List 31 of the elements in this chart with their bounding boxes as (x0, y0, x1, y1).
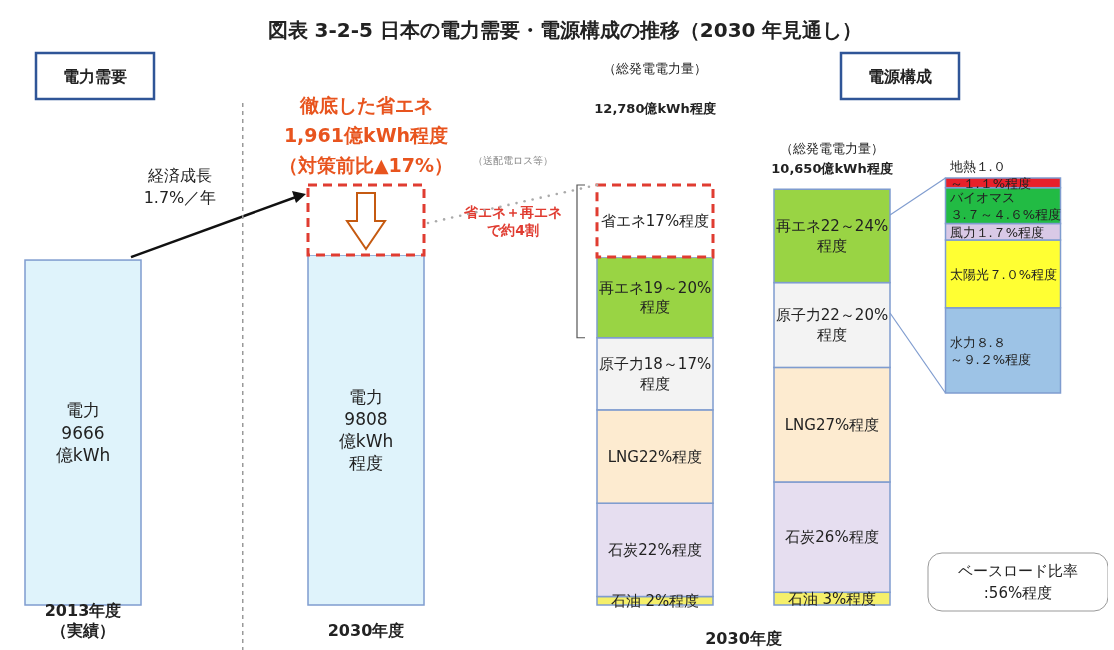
data-label: LNG22%程度 (607, 447, 703, 466)
data-label: 電力 9666 億kWh (55, 400, 111, 465)
data-label: 石炭22%程度 (608, 540, 702, 559)
text: 10,650億kWh程度 (771, 160, 893, 176)
data-label: 原子力22～20% 程度 (775, 306, 889, 344)
annotation: 省エネ＋再エネで約4割 (463, 203, 562, 239)
text: 電力需要 (63, 66, 127, 86)
text: （送配電ロス等） (473, 154, 553, 166)
data-label: 再エネ22～24% 程度 (775, 217, 889, 255)
data-label: 省エネ17%程度 (600, 212, 710, 231)
data-label: 石油 3%程度 (787, 589, 877, 608)
text: （総発電電力量） (780, 140, 884, 156)
x-tick-label: 2013年度（実績） (44, 600, 122, 640)
text: ベースロード比率 :56%程度 (958, 562, 1078, 602)
data-label: 風力１.７%程度 (949, 224, 1044, 240)
annotation: 経済成長 1.7%／年 (143, 165, 217, 207)
data-label: 石炭26%程度 (785, 528, 879, 547)
text: 図表 3-2-5 日本の電力需要・電源構成の推移（2030 年見通し） (267, 18, 863, 42)
data-label: 徹底した省エネ1,961億kWh程度（対策前比▲17%） (278, 94, 454, 176)
data-label: 水力８.８～９.２%程度 (949, 334, 1031, 367)
data-label: LNG27%程度 (784, 415, 880, 434)
text: 12,780億kWh程度 (594, 100, 716, 116)
data-label: 地熱１.０～１.１%程度 (948, 158, 1031, 191)
data-label: 太陽光７.０%程度 (949, 266, 1057, 282)
data-label: 電力 9808 億kWh 程度 (338, 386, 394, 474)
bar (595, 183, 715, 259)
text: （総発電電力量） (603, 60, 707, 76)
data-label: 再エネ19～20% 程度 (598, 278, 712, 317)
data-label: 石油 2%程度 (610, 591, 700, 610)
text: 電源構成 (868, 66, 932, 86)
data-label: 原子力18～17% 程度 (598, 355, 712, 393)
